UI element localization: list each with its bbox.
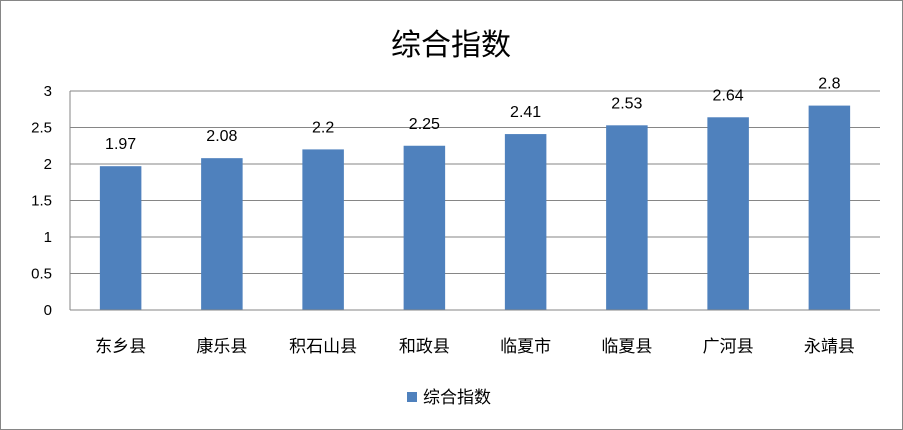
x-category-label: 广河县 (703, 337, 754, 357)
bar (606, 125, 648, 310)
bar (99, 166, 142, 310)
x-axis-category-labels: 东乡县 康乐县 积石山县 和政县 临夏市 临夏县 广河县 永靖县 (95, 337, 855, 357)
gridlines (70, 90, 880, 274)
y-tick-label: 2.5 (31, 120, 52, 137)
data-label: 2.41 (510, 104, 541, 121)
x-category-label: 康乐县 (196, 337, 247, 357)
y-axis-tick-labels: 0 0.5 1 1.5 2 2.5 3 (31, 83, 52, 319)
y-tick-label: 3 (44, 83, 52, 100)
y-tick-label: 2 (44, 156, 52, 173)
bar (403, 145, 446, 310)
bar (504, 134, 547, 310)
data-label: 2.53 (611, 95, 642, 112)
legend: 综合指数 (407, 388, 491, 408)
data-label: 1.97 (105, 136, 136, 153)
data-label: 2.2 (312, 119, 334, 136)
data-label: 2.25 (409, 116, 440, 133)
x-category-label: 临夏县 (601, 337, 652, 357)
bar (707, 117, 749, 310)
legend-swatch (407, 392, 417, 402)
bar (201, 158, 243, 310)
data-label: 2.8 (818, 76, 840, 93)
x-category-label: 积石山县 (289, 337, 357, 357)
legend-label: 综合指数 (423, 388, 491, 408)
bars (99, 105, 851, 310)
y-tick-label: 0.5 (31, 266, 52, 283)
data-label: 2.08 (206, 128, 237, 145)
y-tick-label: 1 (44, 229, 52, 246)
x-category-label: 东乡县 (95, 337, 146, 357)
data-labels: 1.97 2.08 2.2 2.25 2.41 2.53 2.64 2.8 (105, 76, 841, 154)
x-category-label: 临夏市 (500, 337, 551, 357)
data-label: 2.64 (713, 87, 744, 104)
chart-title: 综合指数 (391, 28, 511, 63)
y-tick-label: 1.5 (31, 193, 52, 210)
bar (302, 149, 344, 310)
y-tick-label: 0 (44, 302, 52, 319)
bar (808, 105, 851, 310)
x-category-label: 永靖县 (804, 337, 855, 357)
x-category-label: 和政县 (399, 337, 450, 357)
